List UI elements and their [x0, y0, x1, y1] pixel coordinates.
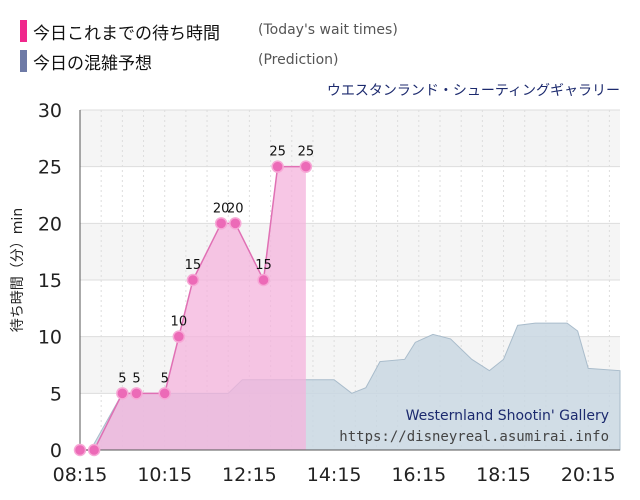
data-label: 5 [161, 371, 169, 386]
data-point [214, 217, 228, 230]
plot-band [80, 166, 620, 224]
legend-swatch-actual [20, 20, 27, 42]
legend-item-actual: 今日これまでの待ち時間 [20, 20, 220, 44]
legend-note-actual: (Today's wait times) [258, 22, 398, 38]
data-label: 25 [269, 145, 286, 160]
y-tick-label: 20 [38, 213, 62, 235]
data-label: 15 [255, 258, 272, 273]
x-tick-label: 12:15 [222, 464, 277, 486]
actual-line [80, 165, 306, 451]
y-tick-label: 30 [38, 100, 62, 122]
data-point [73, 443, 87, 457]
data-point [229, 217, 242, 230]
x-tick-label: 10:15 [137, 464, 192, 486]
data-point [116, 387, 129, 400]
legend-label-actual: 今日これまでの待ち時間 [33, 23, 220, 44]
x-tick-label: 08:15 [53, 464, 108, 486]
data-label: 20 [227, 201, 244, 216]
data-point [172, 330, 186, 343]
data-label: 25 [298, 145, 315, 160]
data-label: 15 [185, 258, 202, 273]
data-point [271, 160, 284, 173]
legend-item-prediction: 今日の混雑予想 [20, 50, 152, 74]
legend-label-prediction: 今日の混雑予想 [33, 53, 152, 74]
data-point [158, 387, 171, 400]
watermark-name: Westernland Shootin' Gallery [406, 408, 609, 424]
y-tick-label: 5 [50, 383, 62, 405]
x-tick-label: 16:15 [391, 464, 446, 486]
actual-area [80, 166, 306, 450]
data-point [299, 160, 313, 173]
data-label: 5 [118, 371, 126, 386]
watermark-url: https://disneyreal.asumirai.info [339, 429, 609, 445]
data-label: 20 [213, 201, 230, 216]
x-tick-label: 18:15 [476, 464, 531, 486]
data-label: 5 [132, 371, 140, 386]
data-label: 10 [171, 315, 188, 330]
data-point [257, 273, 270, 287]
y-tick-label: 10 [38, 327, 62, 349]
attraction-name: ウエスタンランド・シューティングギャラリー [326, 83, 620, 99]
y-tick-label: 15 [38, 270, 62, 292]
legend-note-prediction: (Prediction) [258, 52, 339, 68]
x-tick-label: 14:15 [307, 464, 362, 486]
data-point [130, 387, 143, 400]
y-tick-label: 25 [38, 157, 62, 179]
y-tick-label: 0 [50, 440, 62, 462]
data-point [87, 443, 101, 457]
data-point [186, 273, 200, 287]
x-tick-label: 20:15 [561, 464, 616, 486]
legend-swatch-prediction [20, 50, 27, 72]
y-axis-label: 待ち時間（分）min [10, 208, 26, 332]
